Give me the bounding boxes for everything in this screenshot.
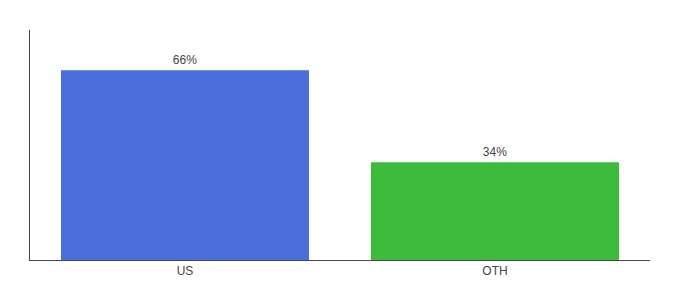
svg-text:66%: 66% (173, 53, 197, 67)
svg-text:US: US (177, 264, 194, 278)
svg-text:34%: 34% (483, 145, 507, 159)
svg-text:OTH: OTH (482, 264, 507, 278)
